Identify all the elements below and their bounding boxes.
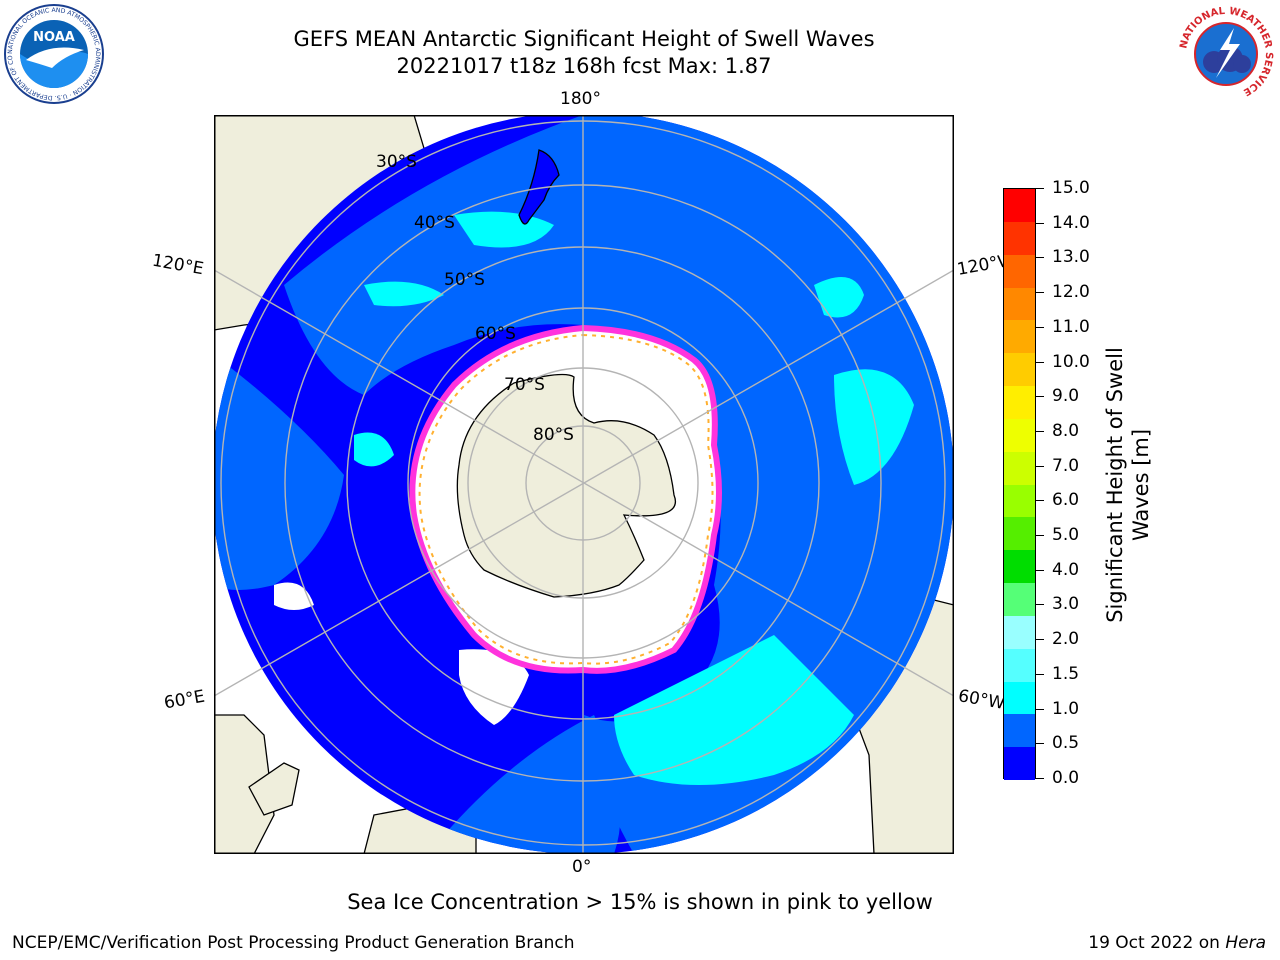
colorbar-tick-label: 11.0 [1052,316,1090,337]
colorbar-tick-mark [1036,222,1044,224]
colorbar-segment [1004,386,1035,420]
colorbar-tick-mark [1036,500,1044,502]
colorbar-tick-mark [1036,361,1044,363]
colorbar-tick-mark [1036,326,1044,328]
lat-label-70s: 70°S [504,375,545,395]
colorbar-tick-mark [1036,673,1044,675]
lon-label-180: 180° [560,89,601,109]
madagascar-land [248,762,300,816]
lon-label-60w: 60°W [956,686,1007,714]
colorbar-tick-label: 3.0 [1052,594,1080,615]
lat-label-80s: 80°S [533,425,574,445]
lat-label-40s: 40°S [414,213,455,233]
colorbar-tick-mark [1036,257,1044,259]
colorbar-segment [1004,615,1035,650]
colorbar-tick-label: 8.0 [1052,420,1080,441]
cyan-patch-south-atlantic [614,635,854,785]
colorbar-title-line-1: Significant Height of Swell [1103,347,1127,623]
graticule [214,115,954,854]
footer-date-text: 19 Oct 2022 on [1088,933,1226,953]
colorbar-tick-label: 9.0 [1052,386,1080,407]
footer-machine: Hera [1225,933,1266,953]
colorbar-segment [1004,353,1035,387]
colorbar-tick-label: 14.0 [1052,212,1090,233]
colorbar-tick-mark [1036,778,1044,779]
colorbar-tick-label: 12.0 [1052,282,1090,303]
colorbar-tick-mark [1036,604,1044,606]
colorbar-tick-mark [1036,639,1044,641]
colorbar-tick-label: 0.5 [1052,733,1080,754]
lon-label-120e: 120°E [150,250,206,280]
africa-land [214,714,275,854]
footer-date: 19 Oct 2022 on Hera [1088,933,1266,953]
colorbar-tick-mark [1036,743,1044,745]
lat-label-50s: 50°S [444,270,485,290]
colorbar-segment [1004,517,1035,551]
chart-title: GEFS MEAN Antarctic Significant Height o… [214,26,954,80]
title-line-1: GEFS MEAN Antarctic Significant Height o… [293,27,875,51]
lat-label-30s: 30°S [376,152,417,172]
colorbar-segment [1004,451,1035,485]
colorbar-segment [1004,648,1035,682]
colorbar-tick-label: 13.0 [1052,247,1090,268]
colorbar-segment [1004,320,1035,354]
colorbar-title: Significant Height of Swell Waves [m] [1102,347,1154,623]
colorbar-tick-label: 2.0 [1052,629,1080,650]
colorbar-segment [1004,221,1035,256]
colorbar-tick-label: 10.0 [1052,351,1090,372]
colorbar-tick-mark [1036,188,1044,189]
new-zealand-land [518,149,560,225]
sea-ice-note: Sea Ice Concentration > 15% is shown in … [347,890,933,914]
colorbar-segment [1004,747,1035,781]
lat-label-60s: 60°S [475,324,516,344]
colorbar-tick-label: 1.5 [1052,663,1080,684]
colorbar-tick-label: 7.0 [1052,455,1080,476]
colorbar-tick-mark [1036,708,1044,710]
colorbar-title-line-2: Waves [m] [1129,428,1153,542]
footer-credit: NCEP/EMC/Verification Post Processing Pr… [12,933,575,953]
nws-logo-icon: NATIONAL WEATHER SERVICE [1178,6,1274,102]
colorbar-segment [1004,418,1035,453]
colorbar-tick-label: 5.0 [1052,525,1080,546]
colorbar-segment [1004,484,1035,518]
colorbar-segment [1004,287,1035,321]
colorbar-tick-mark [1036,465,1044,467]
colorbar-segment [1004,550,1035,584]
noaa-wordmark: NOAA [33,30,75,45]
colorbar-tick-label: 0.0 [1052,768,1080,788]
colorbar-tick-mark [1036,292,1044,294]
colorbar-tick-mark [1036,396,1044,398]
colorbar-segment [1004,583,1035,617]
colorbar-tick-label: 15.0 [1052,178,1090,198]
colorbar [1003,188,1036,781]
antarctic-swell-map [214,115,954,854]
colorbar-tick-mark [1036,430,1044,432]
colorbar-tick-label: 1.0 [1052,698,1080,719]
colorbar-segment [1004,681,1035,715]
colorbar-tick-label: 4.0 [1052,559,1080,580]
colorbar-tick-label: 6.0 [1052,490,1080,511]
antarctica-land [456,373,677,598]
colorbar-segment [1004,254,1035,288]
title-line-2: 20221017 t18z 168h fcst Max: 1.87 [396,54,772,78]
colorbar-tick-mark [1036,569,1044,571]
colorbar-segment [1004,714,1035,748]
noaa-logo-icon: NATIONAL OCEANIC AND ATMOSPHERIC ADMINIS… [4,4,104,104]
lon-label-60e: 60°E [162,686,207,714]
colorbar-tick-mark [1036,535,1044,537]
colorbar-segment [1004,189,1035,223]
lon-label-0: 0° [572,857,592,877]
